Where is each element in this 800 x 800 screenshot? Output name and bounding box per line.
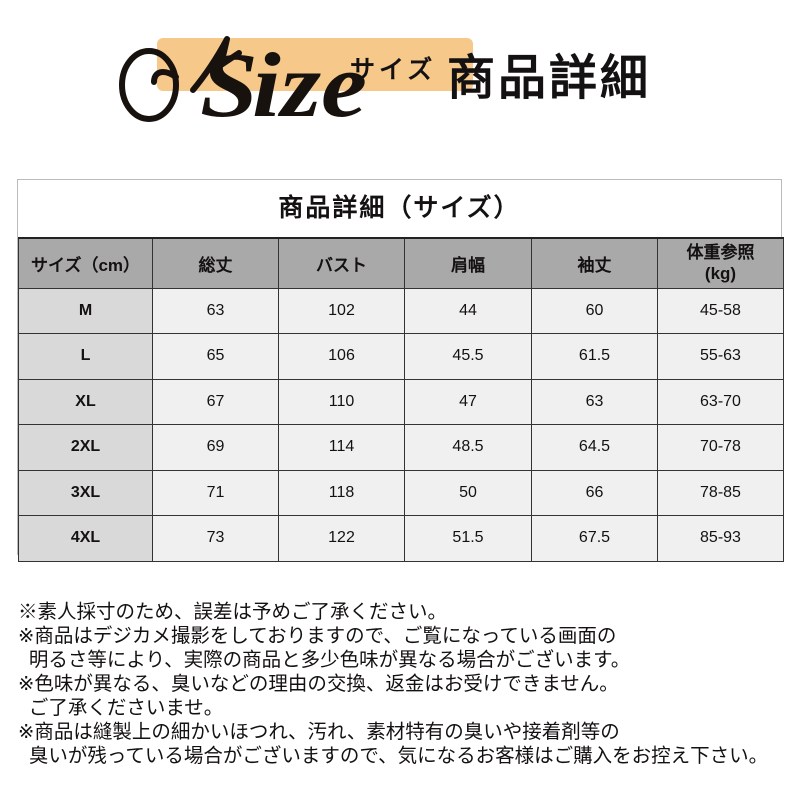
svg-text:S: S xyxy=(200,34,258,136)
